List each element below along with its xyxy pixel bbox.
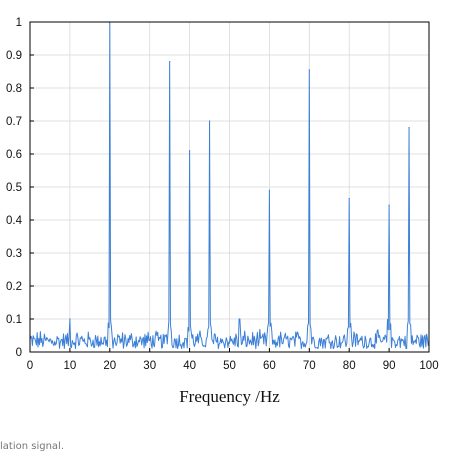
x-tick-label: 10 [64, 360, 77, 372]
spectral-peak-point [408, 127, 410, 129]
spectral-peak-point [208, 120, 211, 122]
x-tick-label: 0 [27, 360, 33, 372]
y-tick-label: 0.1 [6, 314, 22, 326]
x-tick-label: 20 [103, 360, 116, 372]
grid-lines [29, 21, 430, 353]
spectral-peak-point [388, 204, 390, 206]
x-tick-label: 80 [343, 360, 356, 372]
y-tick-label: 0.6 [6, 149, 22, 161]
y-tick-label: 0.3 [6, 248, 22, 260]
series-layer [29, 21, 430, 350]
figure-caption: lation signal. [0, 441, 64, 452]
spectrum-line [29, 21, 430, 350]
axis-ticks: 0 10 20 30 40 50 60 70 80 90 100 0 0.1 0.2 0.3 0.4 0.5 0.… [6, 17, 439, 372]
spectral-peak-point [308, 69, 310, 71]
spectral-peak-point [348, 197, 350, 200]
x-tick-label: 70 [303, 360, 316, 372]
y-tick-label: 0.5 [6, 182, 22, 194]
spectral-peak-point [189, 150, 191, 152]
x-tick-label: 40 [183, 360, 196, 372]
y-tick-label: 0.9 [6, 50, 22, 62]
x-tick-label: 60 [263, 360, 276, 372]
spectral-peak-point [69, 318, 71, 320]
y-tick-label: 0.8 [6, 83, 22, 95]
x-axis-title: Frequency /Hz [179, 387, 280, 406]
x-tick-label: 90 [383, 360, 396, 372]
y-tick-label: 0.7 [6, 116, 22, 128]
spectral-peak-point [268, 189, 270, 191]
x-tick-label: 50 [223, 360, 236, 372]
y-tick-label: 1 [16, 17, 22, 29]
y-tick-label: 0.4 [6, 215, 23, 227]
spectral-peak-point [169, 61, 171, 63]
x-tick-label: 30 [143, 360, 156, 372]
x-tick-label: 100 [419, 360, 438, 372]
y-tick-label: 0 [16, 347, 22, 359]
spectral-peak-point [238, 318, 241, 320]
y-tick-label: 0.2 [6, 281, 22, 293]
